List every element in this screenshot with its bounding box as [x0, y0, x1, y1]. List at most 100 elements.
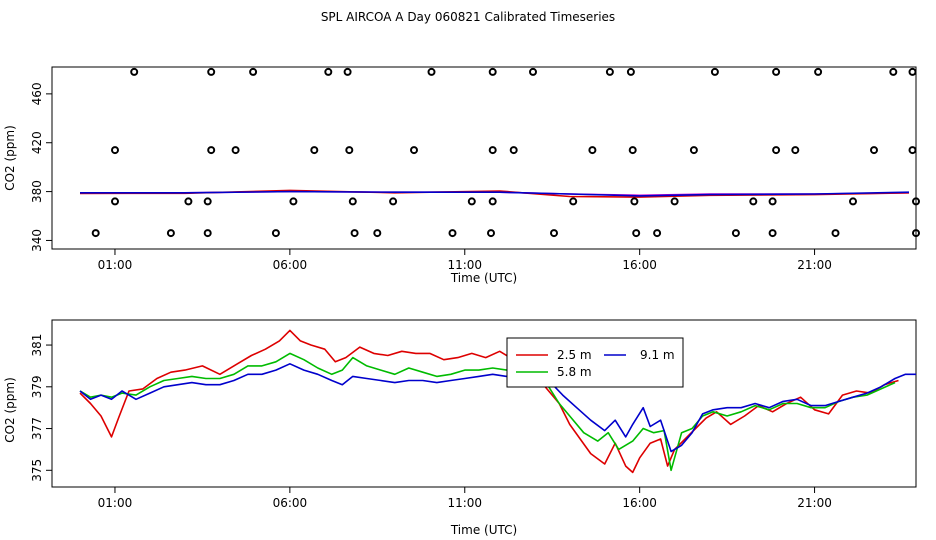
legend-box: [506, 337, 684, 388]
legend-label-9-1m: 9.1 m: [640, 348, 675, 362]
top-data-point-1: [207, 67, 216, 76]
top-data-point-26: [772, 146, 781, 155]
top-x-axis: 01:00 06:00 11:00 16:00 21:00: [98, 249, 832, 272]
top-panel: 340 380 420 460 01:00 06:00 11:00 16:00 21:00 T…: [3, 66, 920, 285]
top-data-point-54: [632, 229, 641, 238]
top-data-point-55: [653, 229, 662, 238]
top-y-axis-label: CO2 (ppm): [3, 125, 17, 191]
top-data-point-31: [184, 197, 193, 206]
top-data-point-18: [310, 146, 319, 155]
top-data-point-57: [768, 229, 777, 238]
top-data-point-44: [912, 197, 920, 206]
top-data-point-43: [849, 197, 857, 206]
top-data-point-47: [203, 229, 212, 238]
top-data-point-59: [912, 229, 920, 238]
top-x-axis-label: Time (UTC): [450, 271, 517, 285]
top-x-tick-label-4: 21:00: [797, 258, 832, 272]
top-data-point-41: [749, 197, 758, 206]
top-data-point-30: [111, 197, 119, 206]
top-data-point-53: [550, 229, 558, 238]
top-data-point-34: [348, 197, 357, 206]
top-data-point-37: [488, 197, 497, 206]
top-y-tick-label-3: 460: [30, 82, 44, 105]
top-y-tick-label-0: 340: [30, 229, 44, 252]
top-data-point-56: [731, 229, 740, 238]
bottom-x-tick-label-2: 11:00: [447, 496, 482, 510]
bottom-series-line-2: [79, 361, 916, 453]
top-data-point-40: [670, 197, 679, 206]
top-data-point-42: [768, 197, 777, 206]
top-x-tick-label-3: 16:00: [622, 258, 657, 272]
top-data-point-22: [509, 146, 518, 155]
top-x-tick-label-2: 11:00: [447, 258, 482, 272]
top-data-point-27: [791, 146, 800, 155]
top-data-point-11: [772, 67, 781, 76]
top-data-point-35: [389, 197, 398, 206]
bottom-series-line-1: [79, 352, 896, 472]
bottom-x-axis: 01:00 06:00 11:00 16:00 21:00: [98, 487, 832, 510]
legend: 2.5 m 9.1 m 5.8 m: [506, 337, 684, 388]
bottom-y-tick-label-3: 381: [30, 334, 44, 357]
bottom-y-tick-label-2: 379: [30, 375, 44, 398]
top-x-tick-label-0: 01:00: [98, 258, 133, 272]
bottom-x-axis-label: Time (UTC): [450, 523, 517, 537]
top-data-point-3: [324, 67, 333, 76]
top-data-point-33: [289, 197, 298, 206]
top-data-point-4: [343, 67, 352, 76]
top-series-lines: [79, 189, 910, 198]
top-data-point-23: [588, 146, 597, 155]
top-data-point-52: [487, 229, 495, 238]
bottom-panel: 375 377 379 381 01:00 06:00 11:00 16:00 21:00 2…: [3, 319, 917, 537]
top-scatter-points: [91, 67, 920, 238]
top-data-point-50: [373, 229, 382, 238]
top-data-point-8: [605, 67, 614, 76]
top-data-point-45: [91, 229, 100, 238]
top-data-point-0: [130, 67, 139, 76]
top-data-point-10: [710, 67, 719, 76]
top-data-point-29: [908, 146, 917, 155]
top-data-point-48: [271, 229, 280, 238]
top-data-point-17: [231, 146, 240, 155]
top-data-point-7: [529, 67, 537, 76]
top-data-point-46: [166, 229, 175, 238]
top-data-point-14: [908, 67, 917, 76]
legend-label-2-5m: 2.5 m: [557, 348, 592, 362]
bottom-y-axis-label: CO2 (ppm): [3, 377, 17, 443]
top-data-point-58: [831, 229, 840, 238]
top-y-tick-label-1: 380: [30, 180, 44, 203]
bottom-y-axis: 375 377 379 381: [30, 334, 52, 482]
legend-label-5-8m: 5.8 m: [557, 365, 592, 379]
top-data-point-51: [448, 229, 457, 238]
bottom-x-tick-label-3: 16:00: [622, 496, 657, 510]
top-data-point-2: [249, 67, 258, 76]
top-plot-frame: [51, 66, 917, 250]
bottom-y-tick-label-1: 377: [30, 417, 44, 440]
top-data-point-38: [569, 197, 578, 206]
top-data-point-9: [626, 67, 635, 76]
top-data-point-39: [630, 197, 639, 206]
top-x-tick-label-1: 06:00: [273, 258, 308, 272]
top-data-point-49: [350, 229, 359, 238]
bottom-series-line-0: [79, 329, 899, 474]
top-data-point-19: [345, 146, 354, 155]
top-data-point-13: [889, 67, 898, 76]
bottom-x-tick-label-1: 06:00: [273, 496, 308, 510]
bottom-x-tick-label-4: 21:00: [797, 496, 832, 510]
top-y-axis: 340 380 420 460: [30, 82, 52, 252]
bottom-series-lines: [79, 329, 916, 474]
top-data-point-32: [203, 197, 212, 206]
top-data-point-16: [207, 146, 216, 155]
top-data-point-24: [628, 146, 637, 155]
top-data-point-25: [689, 146, 698, 155]
top-series-line-2: [80, 190, 910, 197]
top-data-point-36: [467, 197, 476, 206]
top-data-point-6: [488, 67, 497, 76]
top-data-point-5: [427, 67, 436, 76]
top-data-point-12: [814, 67, 823, 76]
bottom-plot-frame: [51, 319, 917, 488]
top-y-tick-label-2: 420: [30, 131, 44, 154]
top-data-point-20: [410, 146, 418, 155]
bottom-x-tick-label-0: 01:00: [98, 496, 133, 510]
top-data-point-15: [111, 146, 119, 155]
